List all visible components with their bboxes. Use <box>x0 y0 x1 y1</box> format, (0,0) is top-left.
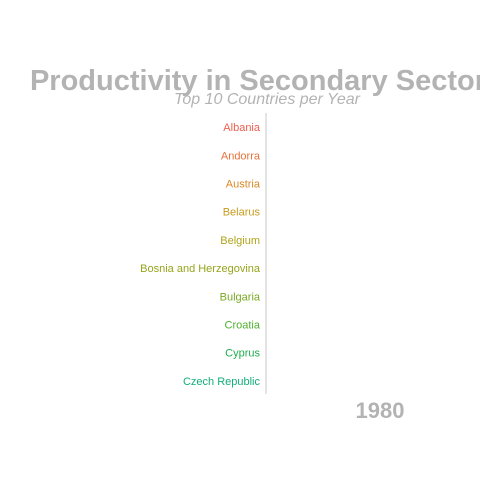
category-label: Andorra <box>221 150 261 162</box>
category-label: Belgium <box>220 235 260 247</box>
category-labels: Albania Andorra Austria Belarus Belgium Bosni… <box>140 122 261 388</box>
chart-subtitle: Top 10 Countries per Year <box>174 91 361 108</box>
category-label: Bosnia and Herzegovina <box>140 263 261 275</box>
category-label: Austria <box>226 179 261 191</box>
category-label: Belarus <box>223 207 261 219</box>
category-label: Croatia <box>225 320 261 332</box>
category-label: Czech Republic <box>183 376 261 388</box>
chart-title: Productivity in Secondary Sector <box>30 65 480 97</box>
category-label: Bulgaria <box>220 291 261 303</box>
category-label: Cyprus <box>225 348 260 360</box>
category-label: Albania <box>223 122 261 134</box>
year-label: 1980 <box>356 398 405 423</box>
